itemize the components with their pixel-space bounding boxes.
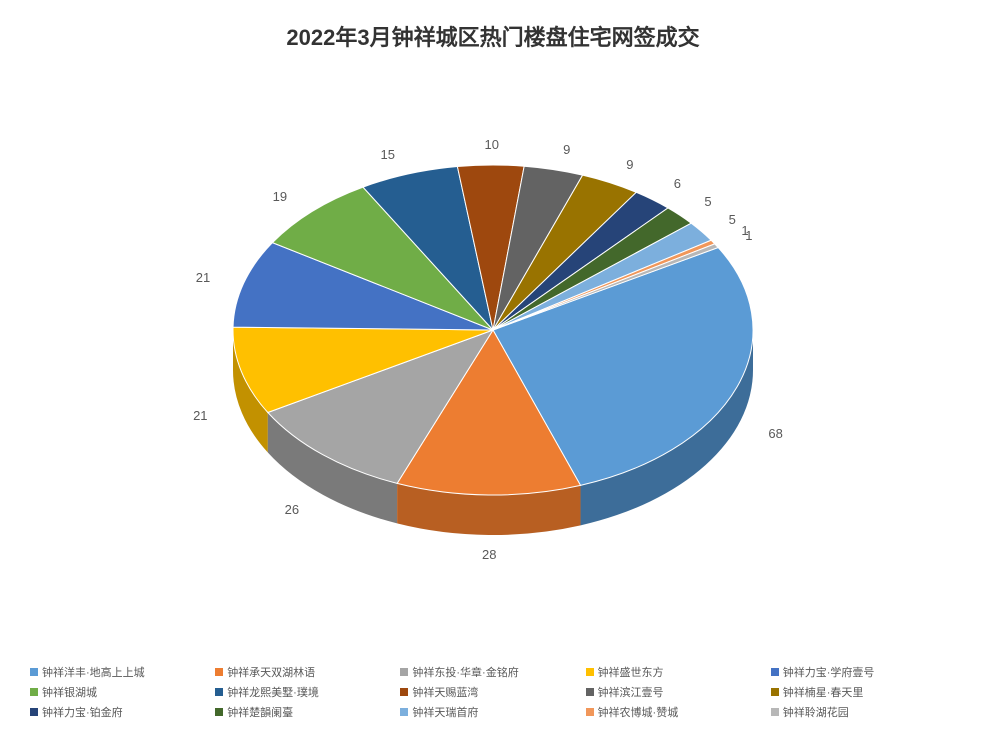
legend-item: 钟祥龙熙美墅·璞境 xyxy=(215,684,400,700)
legend-marker xyxy=(215,708,223,716)
slice-value-label: 68 xyxy=(768,426,782,441)
slice-value-label: 5 xyxy=(729,212,736,227)
slice-value-label: 6 xyxy=(674,176,681,191)
chart-container: 2022年3月钟祥城区热门楼盘住宅网签成交 682826212119151099… xyxy=(0,0,986,738)
legend-marker xyxy=(215,688,223,696)
slice-value-label: 9 xyxy=(563,142,570,157)
legend-marker xyxy=(30,688,38,696)
legend: 钟祥洋丰·地高上上城钟祥承天双湖林语钟祥东投·华章·金铭府钟祥盛世东方钟祥力宝·… xyxy=(30,664,956,720)
legend-item: 钟祥聆湖花园 xyxy=(771,704,956,720)
legend-label: 钟祥农博城·赞城 xyxy=(598,704,679,720)
legend-marker xyxy=(30,668,38,676)
legend-marker xyxy=(215,668,223,676)
legend-item: 钟祥东投·华章·金铭府 xyxy=(400,664,585,680)
slice-value-label: 21 xyxy=(193,408,207,423)
legend-item: 钟祥力宝·学府壹号 xyxy=(771,664,956,680)
slice-value-label: 28 xyxy=(482,547,496,562)
legend-marker xyxy=(771,688,779,696)
slice-value-label: 10 xyxy=(485,137,499,152)
legend-label: 钟祥银湖城 xyxy=(42,684,97,700)
pie-chart: 68282621211915109965511 xyxy=(183,90,803,590)
legend-label: 钟祥楠星·春天里 xyxy=(783,684,864,700)
legend-label: 钟祥天赐蓝湾 xyxy=(412,684,478,700)
legend-marker xyxy=(30,708,38,716)
slice-value-label: 26 xyxy=(285,502,299,517)
legend-marker xyxy=(586,668,594,676)
legend-item: 钟祥承天双湖林语 xyxy=(215,664,400,680)
legend-label: 钟祥东投·华章·金铭府 xyxy=(412,664,518,680)
slice-value-label: 21 xyxy=(196,270,210,285)
legend-marker xyxy=(771,668,779,676)
legend-item: 钟祥农博城·赞城 xyxy=(586,704,771,720)
legend-marker xyxy=(400,668,408,676)
legend-item: 钟祥力宝·铂金府 xyxy=(30,704,215,720)
legend-label: 钟祥盛世东方 xyxy=(598,664,664,680)
legend-label: 钟祥楚韻阑臺 xyxy=(227,704,293,720)
legend-label: 钟祥聆湖花园 xyxy=(783,704,849,720)
legend-item: 钟祥楚韻阑臺 xyxy=(215,704,400,720)
legend-item: 钟祥滨江壹号 xyxy=(586,684,771,700)
legend-label: 钟祥力宝·铂金府 xyxy=(42,704,123,720)
legend-marker xyxy=(400,708,408,716)
legend-label: 钟祥龙熙美墅·璞境 xyxy=(227,684,319,700)
legend-item: 钟祥盛世东方 xyxy=(586,664,771,680)
slice-value-label: 15 xyxy=(381,147,395,162)
legend-marker xyxy=(400,688,408,696)
legend-item: 钟祥楠星·春天里 xyxy=(771,684,956,700)
slice-value-label: 19 xyxy=(273,189,287,204)
slice-value-label: 1 xyxy=(745,228,752,243)
legend-label: 钟祥力宝·学府壹号 xyxy=(783,664,875,680)
legend-item: 钟祥天瑞首府 xyxy=(400,704,585,720)
chart-title: 2022年3月钟祥城区热门楼盘住宅网签成交 xyxy=(0,0,986,52)
legend-marker xyxy=(586,708,594,716)
legend-label: 钟祥天瑞首府 xyxy=(412,704,478,720)
legend-marker xyxy=(771,708,779,716)
legend-label: 钟祥洋丰·地高上上城 xyxy=(42,664,145,680)
legend-item: 钟祥银湖城 xyxy=(30,684,215,700)
slice-value-label: 5 xyxy=(704,194,711,209)
legend-label: 钟祥滨江壹号 xyxy=(598,684,664,700)
legend-marker xyxy=(586,688,594,696)
slice-value-label: 9 xyxy=(626,157,633,172)
legend-item: 钟祥天赐蓝湾 xyxy=(400,684,585,700)
legend-label: 钟祥承天双湖林语 xyxy=(227,664,315,680)
legend-item: 钟祥洋丰·地高上上城 xyxy=(30,664,215,680)
